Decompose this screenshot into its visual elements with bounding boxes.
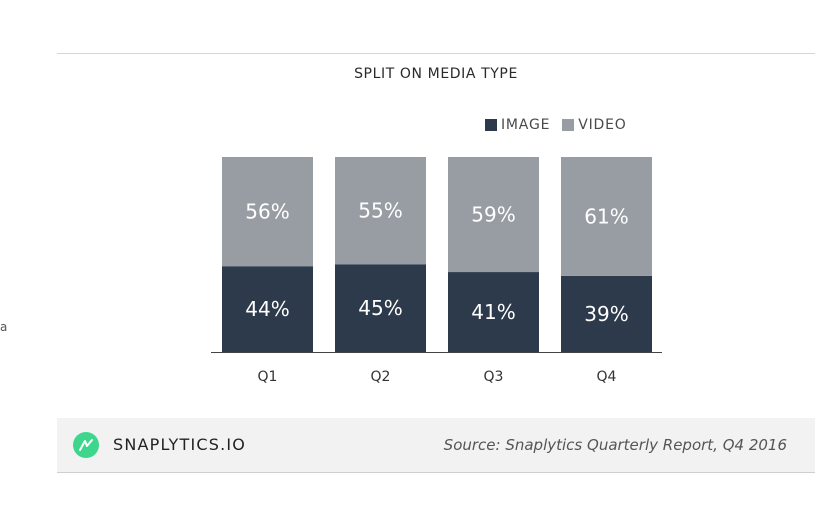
legend-swatch-image <box>485 119 497 131</box>
source-note: Source: Snaplytics Quarterly Report, Q4 … <box>443 436 787 454</box>
bar-image-q2 <box>335 264 426 352</box>
data-label-image-q2: 45% <box>358 296 402 320</box>
legend-item-video: VIDEO <box>562 117 626 133</box>
legend-item-image: IMAGE <box>485 117 550 133</box>
data-label-image-q1: 44% <box>245 297 289 321</box>
chart-title: SPLIT ON MEDIA TYPE <box>354 66 518 82</box>
bar-image-q3 <box>448 272 539 352</box>
bar-image-q4 <box>561 275 652 352</box>
legend-label-video: VIDEO <box>578 117 627 133</box>
data-label-video-q2: 55% <box>358 199 402 223</box>
brand-name: SNAPLYTICS.IO <box>113 435 247 454</box>
x-tick-label-q1: Q1 <box>258 369 278 385</box>
x-tick-label-q2: Q2 <box>371 369 391 385</box>
snaplytics-logo-icon <box>73 432 99 458</box>
data-label-video-q3: 59% <box>471 203 515 227</box>
x-tick-label-q4: Q4 <box>597 369 617 385</box>
bar-video-q4 <box>561 157 652 276</box>
footer-bar: SNAPLYTICS.IO Source: Snaplytics Quarter… <box>57 418 815 473</box>
bar-video-q3 <box>448 157 539 273</box>
x-tick-label-q3: Q3 <box>484 369 504 385</box>
logo-glyph <box>79 439 93 451</box>
chart-legend: IMAGE VIDEO <box>485 117 639 133</box>
data-label-video-q1: 56% <box>245 200 289 224</box>
top-divider <box>57 53 815 54</box>
data-label-image-q4: 39% <box>584 302 628 326</box>
bar-video-q1 <box>222 157 313 267</box>
data-label-image-q3: 41% <box>471 300 515 324</box>
legend-label-image: IMAGE <box>501 117 551 133</box>
stacked-bar-chart: 44% 56% Q1 45% 55% Q2 41% 59% Q3 39% 61% Q4 <box>211 157 662 385</box>
data-label-video-q4: 61% <box>584 204 628 228</box>
bar-video-q2 <box>335 157 426 265</box>
legend-swatch-video <box>562 119 575 131</box>
edge-text-fragment: a <box>0 320 8 334</box>
bar-image-q1 <box>222 266 313 352</box>
